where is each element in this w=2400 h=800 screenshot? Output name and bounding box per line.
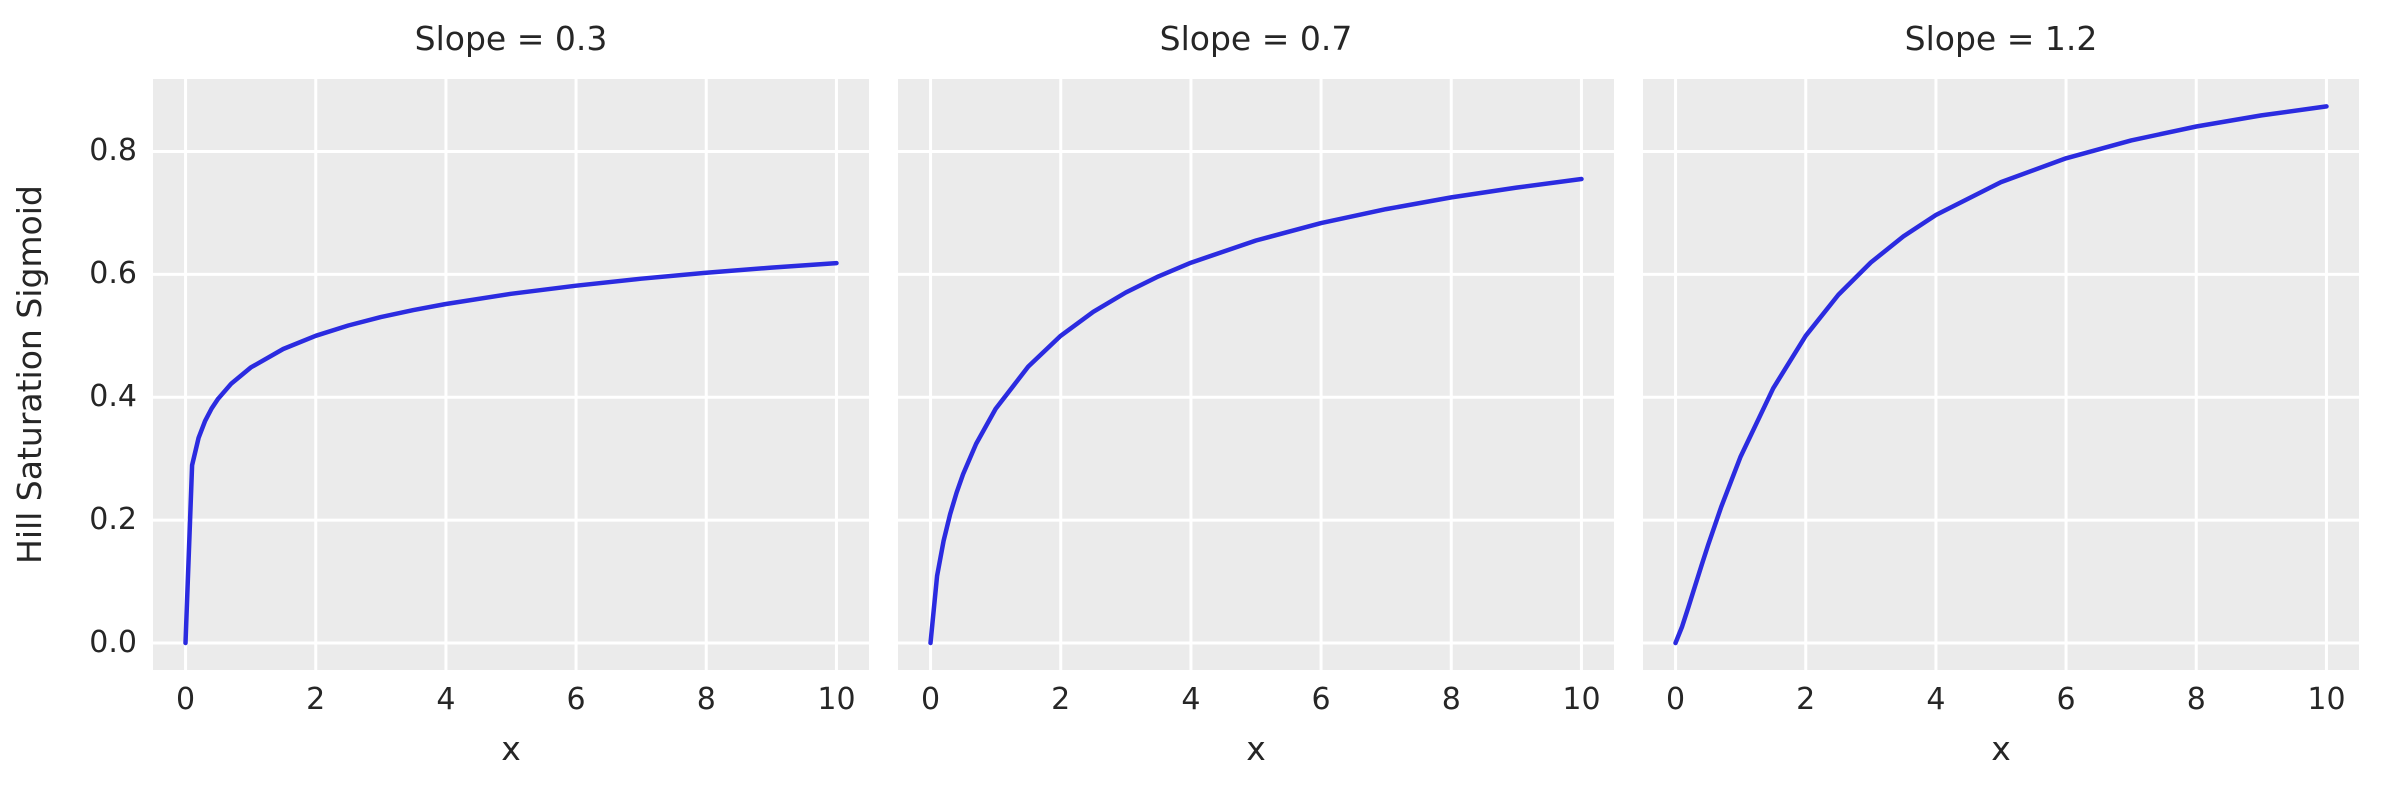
x-tick-label: 8	[2186, 682, 2206, 717]
x-tick-label: 10	[2307, 682, 2346, 717]
plot-background	[153, 79, 869, 670]
subplot-title: Slope = 0.3	[414, 19, 608, 58]
x-tick-label: 8	[1441, 682, 1461, 717]
x-axis-label: x	[501, 729, 521, 768]
hill-curve-line	[928, 176, 1584, 646]
plot-canvas	[153, 79, 869, 670]
plot-canvas	[898, 79, 1614, 670]
x-tick-label: 2	[1796, 682, 1816, 717]
x-tick-label: 4	[436, 682, 456, 717]
x-tick-label: 0	[175, 682, 196, 717]
y-tick-label: 0.2	[89, 502, 137, 538]
x-tick-label: 10	[817, 682, 856, 717]
x-tick-label: 0	[920, 682, 941, 717]
x-tick-label: 6	[1311, 682, 1331, 717]
x-tick-label: 2	[1051, 682, 1071, 717]
x-tick-label: 6	[566, 682, 586, 717]
subplot-slope-1-2: Slope = 1.2 x 0 2 4 6 8 10	[1643, 19, 2359, 768]
plot-background	[1643, 79, 2359, 670]
x-tick-label: 4	[1181, 682, 1201, 717]
plot-canvas	[1643, 79, 2359, 670]
plot-background	[898, 79, 1614, 670]
x-tick-label: 2	[306, 682, 326, 717]
y-tick-label: 0.4	[89, 379, 137, 415]
x-axis-label: x	[1246, 729, 1266, 768]
x-tick-label: 8	[696, 682, 716, 717]
y-tick-label: 0.6	[89, 256, 137, 292]
y-tick-label: 0.8	[89, 133, 137, 169]
subplot-slope-0-3: Slope = 0.3 x 0 2 4 6 8 10 0.0 0.2 0.4 0.6 0.8	[89, 19, 869, 768]
x-tick-label: 4	[1926, 682, 1946, 717]
y-tick-label: 0.0	[89, 624, 137, 660]
y-axis-label: Hill Saturation Sigmoid	[10, 185, 49, 564]
subplot-title: Slope = 1.2	[1904, 19, 2098, 58]
subplot-slope-0-7: Slope = 0.7 x 0 2 4 6 8 10	[898, 19, 1614, 768]
hill-curve-line	[183, 260, 839, 646]
hill-curve-line	[1673, 104, 2329, 646]
x-axis-label: x	[1991, 729, 2011, 768]
x-tick-label: 6	[2056, 682, 2076, 717]
x-tick-label: 10	[1562, 682, 1601, 717]
x-tick-label: 0	[1665, 682, 1686, 717]
subplot-title: Slope = 0.7	[1159, 19, 1353, 58]
